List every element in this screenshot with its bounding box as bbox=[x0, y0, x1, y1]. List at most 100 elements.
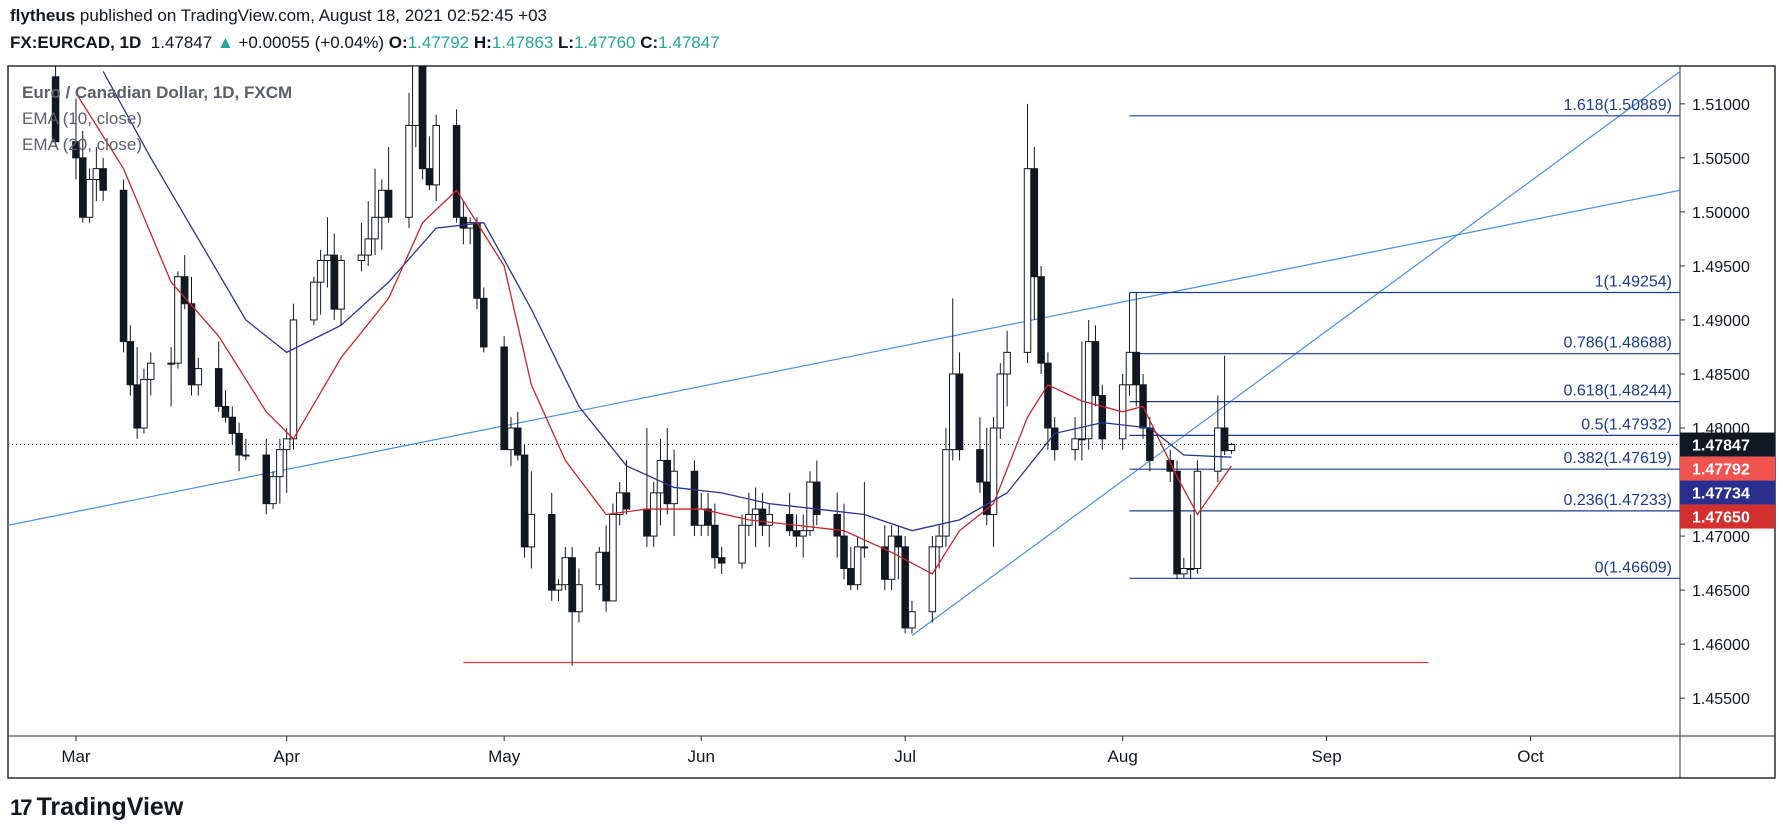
candle-body bbox=[704, 508, 712, 526]
tv-logo-icon: 17 bbox=[10, 794, 33, 820]
candle-body bbox=[792, 530, 801, 537]
author-name[interactable]: flytheus bbox=[10, 6, 76, 25]
candle-body bbox=[310, 281, 318, 321]
candle-body bbox=[1214, 427, 1222, 472]
x-tick-label: Sep bbox=[1311, 747, 1341, 766]
candle-body bbox=[711, 524, 719, 559]
x-tick-label: Oct bbox=[1517, 747, 1544, 766]
candle-body bbox=[806, 481, 814, 532]
candle-body bbox=[1166, 459, 1174, 472]
open-value: 1.47792 bbox=[407, 33, 470, 52]
price-chart[interactable]: 1.618(1.50889) 1(1.49254) 0.786(1.48688) 0.… bbox=[0, 0, 1783, 790]
candle-body bbox=[1193, 470, 1202, 570]
candle-body bbox=[697, 508, 706, 526]
ohlc-line: FX:EURCAD, 1D 1.47847 ▲ +0.00055 (+0.04%… bbox=[10, 33, 720, 53]
candle-body bbox=[384, 189, 393, 218]
y-tick-label: 1.45500 bbox=[1692, 691, 1750, 708]
chart-legend: Euro / Canadian Dollar, 1D, FXCM EMA (10… bbox=[22, 80, 292, 158]
price-tag-label: 1.47734 bbox=[1692, 486, 1750, 503]
rising-trendline-long bbox=[8, 189, 1680, 526]
candle-body bbox=[663, 459, 672, 505]
price-tag-label: 1.47650 bbox=[1692, 510, 1750, 527]
candle-body bbox=[853, 546, 862, 586]
fib-level-label: 0.5(1.47932) bbox=[1581, 416, 1672, 433]
low-value: 1.47760 bbox=[574, 33, 636, 52]
candle-body bbox=[1030, 168, 1039, 278]
candle-body bbox=[1003, 351, 1011, 375]
legend-ema20[interactable]: EMA (20, close) bbox=[22, 135, 142, 154]
candle-body bbox=[908, 611, 916, 629]
candle-body bbox=[167, 362, 175, 365]
legend-title[interactable]: Euro / Canadian Dollar, 1D, FXCM bbox=[22, 83, 293, 102]
candle-body bbox=[174, 276, 182, 364]
candle-body bbox=[276, 449, 284, 478]
candle-body bbox=[1146, 427, 1154, 461]
candle-body bbox=[459, 216, 468, 229]
candle-body bbox=[799, 530, 807, 537]
y-tick-label: 1.50500 bbox=[1692, 151, 1750, 168]
candle-body bbox=[568, 557, 576, 613]
candle-body bbox=[690, 470, 699, 526]
candle-body bbox=[378, 189, 386, 218]
candle-body bbox=[609, 513, 617, 602]
candle-body bbox=[262, 454, 271, 505]
candle-body bbox=[751, 508, 760, 515]
chart-frame bbox=[7, 65, 1776, 779]
legend-ema10[interactable]: EMA (10, close) bbox=[22, 109, 142, 128]
candle-body bbox=[602, 551, 610, 602]
candle-body bbox=[955, 373, 964, 451]
brand-name: TradingView bbox=[36, 793, 184, 821]
published-text: published on TradingView.com, August 18,… bbox=[79, 6, 547, 25]
candle-body bbox=[894, 535, 903, 548]
candle-body bbox=[575, 584, 583, 613]
candle-body bbox=[1091, 341, 1100, 397]
candle-body bbox=[133, 384, 141, 429]
candle-body bbox=[847, 568, 855, 586]
candle-body bbox=[432, 124, 440, 186]
candle-body bbox=[948, 373, 957, 451]
candle-body bbox=[840, 535, 848, 569]
candle-body bbox=[126, 341, 135, 386]
fib-level-label: 0(1.46609) bbox=[1595, 559, 1672, 576]
fib-level-label: 1(1.49254) bbox=[1595, 274, 1672, 291]
candle-body bbox=[507, 427, 515, 451]
price-tag-ema10 bbox=[1680, 456, 1775, 481]
candle-body bbox=[1071, 438, 1079, 451]
candle-body bbox=[1037, 276, 1045, 364]
x-tick-label: Jun bbox=[688, 747, 715, 766]
close-label: C: bbox=[640, 33, 659, 52]
candle-body bbox=[500, 346, 508, 451]
candle-body bbox=[269, 476, 277, 505]
candle-body bbox=[85, 178, 94, 218]
candle-body bbox=[289, 319, 298, 440]
candle-body bbox=[860, 546, 869, 549]
candle-body bbox=[622, 492, 631, 510]
candle-body bbox=[1044, 362, 1052, 429]
x-tick-label: May bbox=[488, 747, 521, 766]
candle-body bbox=[928, 546, 937, 613]
candle-body bbox=[996, 373, 1005, 429]
candle-body bbox=[547, 513, 556, 591]
candle-body bbox=[405, 124, 413, 218]
tradingview-logo[interactable]: 17 TradingView bbox=[10, 793, 183, 822]
candle-body bbox=[901, 546, 909, 629]
candle-body bbox=[72, 141, 80, 159]
y-tick-label: 1.46000 bbox=[1692, 637, 1750, 654]
fib-level-label: 0.786(1.48688) bbox=[1563, 335, 1672, 352]
candle-body bbox=[881, 546, 889, 580]
candle-body bbox=[1084, 341, 1093, 440]
ema10-line bbox=[75, 92, 1232, 575]
candle-body bbox=[942, 449, 950, 537]
price-tag-label: 1.47847 bbox=[1692, 438, 1750, 455]
candle-body bbox=[235, 432, 243, 456]
candle-body bbox=[1078, 438, 1086, 441]
candle-body bbox=[316, 260, 325, 283]
candle-body bbox=[92, 168, 101, 180]
open-label: O: bbox=[388, 33, 408, 52]
y-tick-label: 1.50000 bbox=[1692, 205, 1750, 222]
candle-body bbox=[242, 454, 250, 457]
candle-body bbox=[1173, 470, 1181, 575]
candle-body bbox=[887, 535, 896, 580]
candle-body bbox=[656, 459, 665, 494]
y-tick-label: 1.51000 bbox=[1692, 97, 1750, 114]
